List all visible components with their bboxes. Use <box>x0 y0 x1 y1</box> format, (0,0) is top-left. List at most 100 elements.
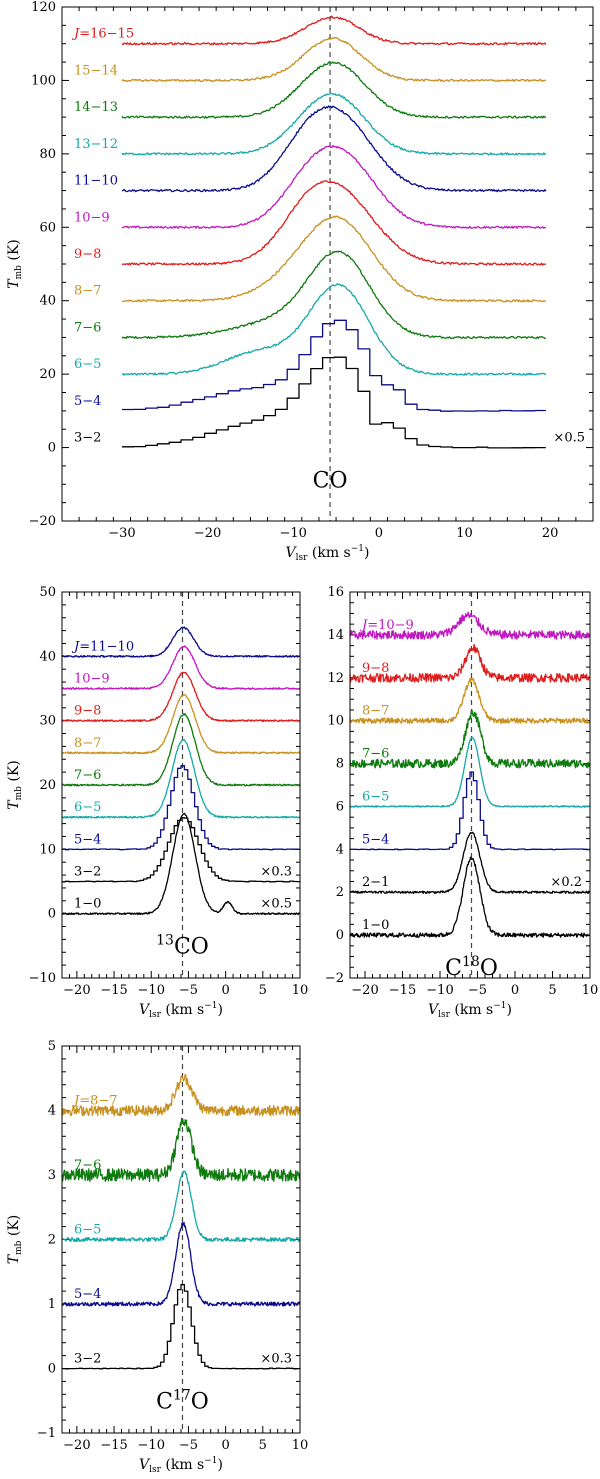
x-tick-label: −5 <box>468 983 487 998</box>
x-tick-label: −10 <box>138 983 165 998</box>
spectrum-trace-5-4 <box>61 1221 301 1307</box>
spectrum-trace-J-8-7 <box>61 1073 301 1117</box>
x-tick-label: 0 <box>511 983 519 998</box>
spectrum-trace-5-4 <box>350 771 590 851</box>
transition-label: 9−8 <box>74 704 101 719</box>
transition-label: 3−2 <box>74 431 101 446</box>
transition-label: 8−7 <box>74 284 101 299</box>
spectrum-trace-J-11-10 <box>61 626 301 658</box>
y-tick-label: 0 <box>48 1362 56 1377</box>
scale-factor-label: ×0.3 <box>260 1352 292 1367</box>
molecule-label: C17O <box>156 1388 209 1415</box>
panel-1: −30 −20 −10 0 10 20 −20 0 20 40 60 80 100 120 Vlsr (km… <box>6 0 594 563</box>
transition-label: 7−6 <box>74 320 101 335</box>
spectrum-trace-3-2 <box>62 817 301 883</box>
y-tick-label: 40 <box>39 649 56 664</box>
spectrum-trace-8-7 <box>122 215 547 303</box>
x-tick-label: −15 <box>100 983 127 998</box>
y-tick-label: 2 <box>336 885 344 900</box>
x-tick-label: 5 <box>548 983 556 998</box>
spectrum-trace-1-0 <box>349 856 591 938</box>
y-tick-label: 16 <box>327 585 344 600</box>
transition-label: J=10−9 <box>359 618 414 633</box>
scale-factor-label: ×0.3 <box>260 865 292 880</box>
transition-label: 5−4 <box>362 832 389 847</box>
y-tick-label: 0 <box>336 928 344 943</box>
y-tick-label: −1 <box>37 1426 56 1441</box>
spectrum-trace-10-9 <box>121 144 547 229</box>
transition-label: 5−4 <box>74 1287 101 1302</box>
y-tick-label: 4 <box>48 1104 56 1119</box>
x-tick-label: −10 <box>280 526 307 541</box>
transition-label: 7−6 <box>362 747 389 762</box>
x-axis-label: Vlsr (km s−1) <box>139 1456 223 1475</box>
spectrum-trace-8-7 <box>349 677 591 724</box>
molecule-label: 13CO <box>156 933 209 960</box>
spectrum-trace-7-6 <box>349 709 591 769</box>
y-tick-label: 14 <box>327 628 344 643</box>
spectrum-trace-6-5 <box>61 739 301 819</box>
y-axis-label: Tmb (K) <box>6 760 24 809</box>
molecule-label: CO <box>313 469 348 494</box>
transition-label: 3−2 <box>74 1352 101 1367</box>
spectrum-trace-3-2 <box>122 356 546 449</box>
spectrum-trace-9-8 <box>61 671 301 723</box>
y-tick-label: 50 <box>39 585 56 600</box>
x-tick-label: 0 <box>375 526 383 541</box>
x-tick-label: −5 <box>179 983 198 998</box>
x-tick-label: −10 <box>426 983 453 998</box>
transition-label: 5−4 <box>74 832 101 847</box>
y-tick-label: 40 <box>39 294 56 309</box>
transition-label: 1−0 <box>74 897 101 912</box>
y-tick-label: −20 <box>29 514 56 529</box>
transition-label: J=8−7 <box>71 1094 118 1109</box>
transition-label: 9−8 <box>74 247 101 262</box>
transition-label: 6−5 <box>74 800 101 815</box>
y-tick-label: 12 <box>327 671 344 686</box>
y-tick-label: 0 <box>48 907 56 922</box>
transition-label: 9−8 <box>362 661 389 676</box>
y-tick-label: −10 <box>29 971 56 986</box>
y-tick-label: 30 <box>39 714 56 729</box>
x-tick-label: 10 <box>292 1438 309 1453</box>
transition-label: 6−5 <box>362 789 389 804</box>
transition-label: 10−9 <box>74 672 110 687</box>
x-tick-label: −15 <box>100 1438 127 1453</box>
transition-label: 6−5 <box>74 357 101 372</box>
transition-label: 15−14 <box>74 63 118 78</box>
y-tick-label: 100 <box>31 73 56 88</box>
y-tick-label: 0 <box>48 441 56 456</box>
y-tick-label: 80 <box>39 147 56 162</box>
y-tick-label: 6 <box>336 799 344 814</box>
plot-frame <box>61 6 594 522</box>
transition-label: 8−7 <box>74 736 101 751</box>
spectrum-trace-J-10-9 <box>349 611 591 640</box>
transition-label: 2−1 <box>362 875 389 890</box>
x-tick-label: −20 <box>351 983 378 998</box>
y-axis-label: Tmb (K) <box>6 1215 24 1264</box>
spectrum-trace-6-5 <box>349 736 591 808</box>
transition-label: 5−4 <box>74 394 101 409</box>
x-tick-label: 10 <box>456 526 473 541</box>
molecule-label: C18O <box>445 954 498 981</box>
x-tick-label: 5 <box>259 1438 267 1453</box>
x-axis-label: Vlsr (km s−1) <box>286 544 370 563</box>
plot-frame <box>61 591 301 979</box>
y-tick-label: 4 <box>336 842 344 857</box>
y-tick-label: 20 <box>39 367 56 382</box>
transition-label: 10−9 <box>74 210 110 225</box>
panel-2: −20 −15 −10 −5 0 5 10 −10 0 10 20 30 40 50 Vlsr (km s−… <box>6 585 308 1020</box>
x-tick-label: −20 <box>194 526 221 541</box>
y-tick-label: 20 <box>39 778 56 793</box>
y-tick-label: −2 <box>325 971 344 986</box>
x-axis-label: Vlsr (km s−1) <box>428 1001 512 1020</box>
x-tick-label: 10 <box>582 983 599 998</box>
spectrum-trace-7-6 <box>121 250 547 340</box>
transition-label: 1−0 <box>362 918 389 933</box>
x-tick-label: 0 <box>221 1438 229 1453</box>
y-tick-label: 10 <box>39 842 56 857</box>
spectrum-trace-11-10 <box>121 105 547 193</box>
plot-frame <box>349 591 591 979</box>
